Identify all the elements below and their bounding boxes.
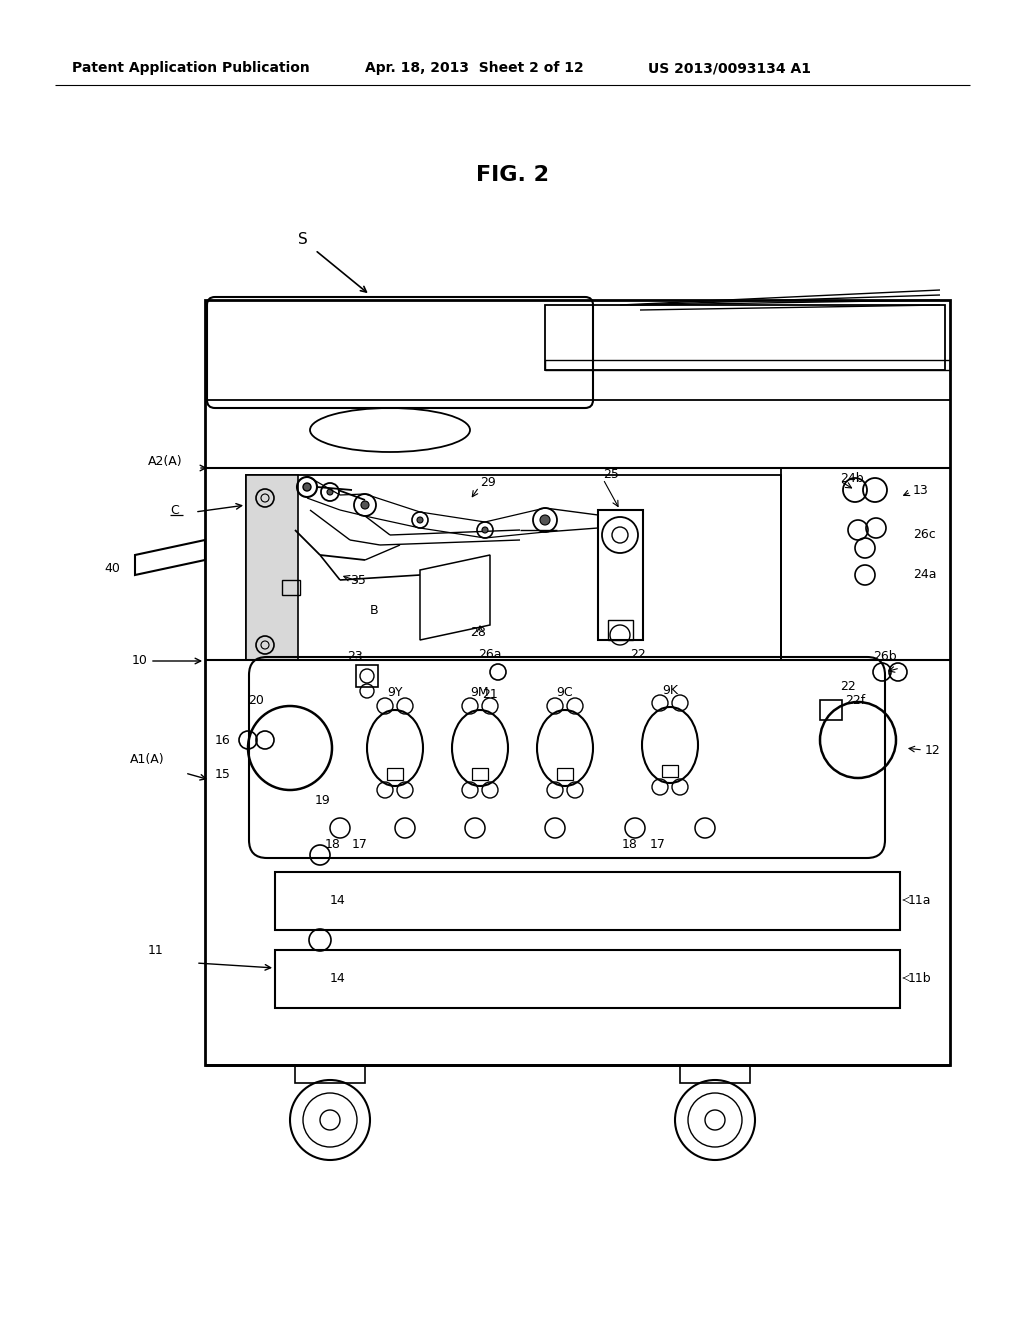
- Text: 9K: 9K: [662, 684, 678, 697]
- Bar: [205, 300, 950, 1065]
- Text: 14: 14: [330, 972, 346, 985]
- Text: 17: 17: [650, 838, 666, 851]
- Text: C: C: [170, 503, 179, 516]
- Text: 19: 19: [315, 793, 331, 807]
- Bar: [545, 360, 950, 370]
- Text: 9M: 9M: [471, 686, 489, 700]
- Bar: [246, 475, 298, 660]
- Text: 21: 21: [482, 689, 498, 701]
- Text: Patent Application Publication: Patent Application Publication: [72, 61, 309, 75]
- Bar: [820, 700, 842, 719]
- Circle shape: [361, 502, 369, 510]
- Circle shape: [482, 527, 488, 533]
- Text: US 2013/0093134 A1: US 2013/0093134 A1: [648, 61, 811, 75]
- Text: 16: 16: [215, 734, 230, 747]
- Text: 28: 28: [470, 627, 485, 639]
- Text: 12: 12: [925, 743, 941, 756]
- Bar: [275, 873, 900, 931]
- Circle shape: [327, 488, 333, 495]
- Text: 23: 23: [347, 649, 362, 663]
- Text: 25: 25: [603, 469, 618, 482]
- Bar: [598, 510, 643, 640]
- Bar: [662, 766, 678, 777]
- Text: 9C: 9C: [557, 686, 573, 700]
- Text: 11: 11: [148, 944, 164, 957]
- Text: 22f: 22f: [845, 693, 865, 706]
- Text: A2(A): A2(A): [148, 455, 182, 469]
- Text: 15: 15: [215, 768, 230, 781]
- Bar: [246, 475, 781, 660]
- Text: 29: 29: [480, 477, 496, 490]
- Text: 18: 18: [622, 838, 638, 851]
- Text: Apr. 18, 2013  Sheet 2 of 12: Apr. 18, 2013 Sheet 2 of 12: [365, 61, 584, 75]
- Text: 26c: 26c: [913, 528, 936, 541]
- Bar: [387, 768, 403, 780]
- Circle shape: [303, 483, 311, 491]
- Text: FIG. 2: FIG. 2: [475, 165, 549, 185]
- Bar: [275, 950, 900, 1008]
- Bar: [356, 665, 378, 686]
- Text: 24a: 24a: [913, 569, 937, 582]
- Text: 24b: 24b: [840, 471, 863, 484]
- Text: 40: 40: [104, 561, 120, 574]
- Text: 20: 20: [248, 693, 264, 706]
- Text: 22: 22: [630, 648, 646, 661]
- Bar: [680, 1065, 750, 1082]
- Text: 35: 35: [350, 573, 366, 586]
- Text: 17: 17: [352, 838, 368, 851]
- Text: 11b: 11b: [908, 972, 932, 985]
- Text: S: S: [298, 232, 308, 248]
- Bar: [608, 620, 633, 640]
- Bar: [295, 1065, 365, 1082]
- Text: 13: 13: [913, 483, 929, 496]
- Bar: [472, 768, 488, 780]
- Circle shape: [417, 517, 423, 523]
- Text: 26a: 26a: [478, 648, 502, 661]
- Text: 14: 14: [330, 894, 346, 907]
- Text: 10: 10: [132, 653, 148, 667]
- Text: A1(A): A1(A): [130, 754, 165, 767]
- Text: 18: 18: [325, 838, 341, 851]
- Bar: [282, 579, 300, 595]
- Text: 22: 22: [840, 680, 856, 693]
- Bar: [545, 305, 945, 370]
- Bar: [557, 768, 573, 780]
- Text: B: B: [370, 603, 379, 616]
- Circle shape: [540, 515, 550, 525]
- Text: 11a: 11a: [908, 894, 932, 907]
- Text: 9Y: 9Y: [387, 686, 402, 700]
- Text: 26b: 26b: [873, 649, 897, 663]
